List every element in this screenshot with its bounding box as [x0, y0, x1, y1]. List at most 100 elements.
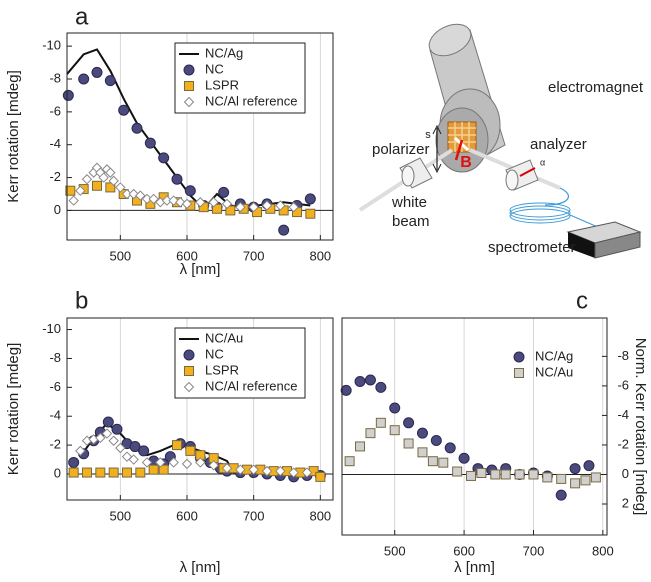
b-arrow: [454, 139, 464, 161]
point: [68, 456, 80, 468]
point: [185, 445, 196, 456]
point: [221, 198, 233, 210]
point: [121, 451, 133, 462]
point: [181, 198, 193, 210]
diagram-label: analyzer: [530, 136, 587, 153]
point: [75, 445, 86, 457]
point: [115, 442, 126, 454]
legend-label: NC/Au: [205, 330, 243, 345]
x-tick-label: 700: [243, 248, 265, 263]
point: [438, 457, 449, 468]
point: [195, 457, 206, 468]
legend-symbol: [513, 351, 525, 363]
diagram-label: electromagnet: [548, 79, 644, 96]
point: [340, 384, 352, 396]
point: [212, 203, 222, 214]
point: [355, 441, 366, 452]
point: [108, 435, 119, 446]
x-tick-label: 500: [109, 248, 131, 263]
y-tick-label: 0: [622, 466, 629, 481]
point: [444, 442, 456, 454]
diagram-label: B: [460, 154, 472, 171]
point: [375, 381, 387, 393]
point: [135, 190, 146, 201]
point: [148, 464, 159, 475]
legend-symbol: [184, 81, 194, 91]
point: [62, 89, 74, 101]
plot-frame: [66, 317, 334, 501]
point: [158, 152, 170, 164]
fiber-coil: [509, 208, 571, 224]
point: [365, 428, 376, 439]
legend-label: NC: [205, 61, 224, 76]
point: [583, 460, 595, 472]
point: [417, 447, 428, 458]
point: [195, 197, 206, 208]
point: [315, 471, 326, 482]
fiber: [544, 187, 570, 206]
point: [569, 463, 581, 475]
fiber-coil: [509, 205, 571, 221]
y-tick-label: -2: [49, 169, 61, 184]
y-tick-label: -6: [49, 103, 61, 118]
point: [108, 467, 119, 478]
point: [476, 468, 487, 478]
fiber-coil: [509, 202, 571, 218]
point: [68, 467, 79, 478]
diagram-label: beam: [392, 213, 430, 230]
legend-label: NC/Ag: [205, 45, 243, 60]
point: [105, 167, 116, 178]
panel-label: c: [576, 287, 588, 314]
x-tick-label: 700: [523, 543, 545, 558]
point: [141, 457, 153, 468]
point: [261, 200, 273, 211]
polarizer-face: [401, 165, 415, 187]
point: [82, 467, 92, 478]
point: [235, 201, 246, 213]
point: [580, 475, 591, 486]
point: [248, 201, 259, 213]
point: [570, 478, 581, 489]
point: [171, 173, 183, 185]
plot-1: 500 600 700 800 -10 -8 -6 -4 -2 0 b λ [nm] Kerr rota…: [5, 287, 334, 576]
x-tick-label: 800: [309, 508, 331, 523]
point: [105, 182, 116, 193]
y-tick-label: -10: [42, 38, 61, 53]
point: [275, 200, 286, 211]
point: [416, 427, 428, 439]
point: [91, 66, 103, 78]
point: [528, 469, 539, 480]
point: [101, 428, 113, 439]
x-axis-label: λ [nm]: [454, 559, 495, 576]
y-tick-label: -2: [49, 437, 61, 452]
y-tick-label: 0: [54, 465, 61, 480]
legend-label: NC/Au: [535, 364, 573, 379]
point: [344, 456, 355, 467]
point: [95, 432, 106, 444]
legend-label: NC/Al reference: [205, 93, 297, 108]
point: [65, 185, 76, 196]
analyzer-arrow: [519, 167, 536, 177]
point: [168, 457, 179, 468]
point: [184, 185, 196, 197]
point: [131, 122, 143, 134]
point: [452, 466, 463, 477]
point: [304, 193, 316, 205]
point: [95, 467, 106, 478]
analyzer-face: [505, 169, 519, 191]
spectrometer-side: [594, 231, 641, 259]
y-tick-label: 2: [622, 495, 629, 510]
point: [68, 195, 79, 206]
y-tick-label: 0: [54, 202, 61, 217]
point: [181, 458, 193, 470]
point: [135, 467, 146, 478]
point: [556, 473, 567, 484]
point: [218, 186, 230, 198]
point: [108, 175, 119, 187]
point: [225, 205, 236, 216]
point: [115, 182, 126, 193]
x-tick-label: 800: [592, 543, 614, 558]
diagram-label: polarizer: [372, 141, 430, 158]
point: [389, 402, 401, 414]
